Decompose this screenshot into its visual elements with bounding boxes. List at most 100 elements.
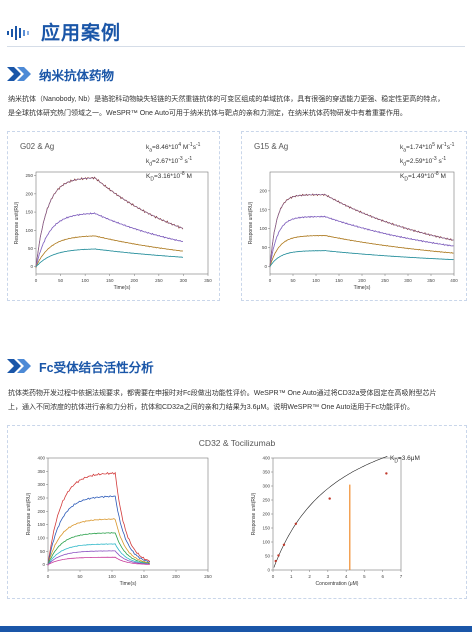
section-body: 抗体类药物开发过程中依据法规要求，都需要在申报时对Fc段做出功能性评价。WeSP…	[8, 387, 466, 415]
plot-frame	[272, 457, 402, 571]
x-tick-label: 300	[404, 278, 412, 283]
data-point	[274, 559, 277, 563]
x-tick-label: 0	[272, 574, 275, 579]
y-tick-label: 350	[37, 469, 45, 474]
x-tick-label: 2	[308, 574, 311, 579]
double-chevron-icon	[7, 67, 31, 81]
title-divider	[7, 46, 465, 47]
y-tick-label: 150	[259, 207, 267, 212]
x-tick-label: 6	[381, 574, 384, 579]
panel-title: G02 & Ag	[20, 142, 55, 151]
y-tick-label: 100	[25, 228, 33, 233]
x-tick-label: 300	[180, 278, 188, 283]
y-tick-label: 200	[25, 191, 33, 196]
data-series-line	[47, 550, 150, 566]
x-tick-label: 100	[108, 574, 116, 579]
x-tick-label: 400	[450, 278, 458, 283]
kinetic-constant: kd=2.59*10-3 s-1	[400, 156, 447, 168]
y-tick-label: 0	[267, 568, 270, 573]
x-tick-label: 7	[400, 574, 403, 579]
page-title: 应用案例	[41, 23, 122, 44]
kinetic-constant: KD=3.6μM	[390, 455, 420, 465]
x-tick-label: 50	[58, 278, 64, 283]
y-tick-label: 300	[37, 482, 45, 487]
kinetic-constants: ka=1.74*105 M-1s-1 kd=2.59*10-3 s-1 KD=1.4…	[400, 141, 454, 184]
x-tick-label: 100	[312, 278, 320, 283]
x-tick-label: 3	[327, 574, 330, 579]
section-title: Fc受体结合活性分析	[39, 361, 154, 375]
footer-bar	[0, 626, 472, 632]
data-point	[328, 497, 331, 500]
fit-curve	[273, 456, 388, 568]
sound-bars-icon	[7, 26, 29, 40]
x-tick-label: 100	[81, 278, 89, 283]
data-series-line	[269, 234, 454, 267]
data-series-line	[47, 518, 150, 565]
y-tick-label: 400	[37, 456, 45, 461]
y-tick-label: 350	[262, 470, 270, 475]
fit-series-line	[35, 213, 183, 267]
y-tick-label: 250	[25, 173, 33, 178]
y-tick-label: 150	[37, 522, 45, 527]
y-axis-label: Response unit(RU)	[14, 201, 20, 244]
x-axis-label: Time(s)	[354, 285, 371, 291]
body-line: 上，通入不同浓度的抗体进行亲和力分析，抗体和CD32a之间的亲和力结果为3.6μ…	[8, 404, 415, 411]
x-tick-label: 0	[35, 278, 38, 283]
panel-title: G15 & Ag	[254, 142, 289, 151]
data-series-line	[35, 235, 183, 268]
x-axis-label: Time(s)	[114, 285, 131, 291]
x-tick-label: 4	[345, 574, 348, 579]
y-tick-label: 150	[262, 526, 270, 531]
y-tick-label: 250	[262, 498, 270, 503]
y-tick-label: 250	[37, 496, 45, 501]
body-line: 是全球抗体研究热门领域之一。WeSPR™ One Auto可用于纳米抗体与靶点的…	[8, 110, 407, 117]
y-tick-label: 0	[30, 264, 33, 269]
x-tick-label: 350	[427, 278, 435, 283]
sensorgram-chart: 0 50 100 150 200 250 300 350 400 0 50 100 150 200 Time…	[248, 171, 458, 291]
kinetic-constants: ka=8.46*104 M-1s-1 kd=2.67*10-3 s-1 KD=3.1…	[146, 141, 200, 184]
section-title: 纳米抗体药物	[39, 69, 115, 83]
data-series-line	[269, 193, 454, 268]
y-tick-label: 0	[42, 562, 45, 567]
fit-series-line	[35, 248, 183, 267]
data-series-line	[47, 471, 151, 566]
data-series-line	[47, 495, 151, 566]
y-tick-label: 100	[37, 536, 45, 541]
y-tick-label: 50	[28, 246, 34, 251]
x-tick-label: 200	[172, 574, 180, 579]
data-point	[385, 472, 388, 475]
affinity-fit-chart: 0 1 2 3 4 5 6 7 0 50 100 150 200 250 300 350 400 Concentr…	[251, 456, 403, 588]
data-series-line	[47, 543, 150, 565]
fit-series-line	[269, 216, 454, 267]
x-tick-label: 0	[47, 574, 50, 579]
data-point	[277, 554, 280, 557]
y-tick-label: 300	[262, 484, 270, 489]
y-tick-label: 100	[262, 540, 270, 545]
kinetic-constant: ka=1.74*105 M-1s-1	[400, 142, 455, 154]
x-tick-label: 150	[106, 278, 114, 283]
data-point	[294, 522, 298, 525]
section-body: 纳米抗体（Nanobody, Nb）是骆驼科动物缺失轻链的天然重链抗体的可变区组…	[8, 93, 466, 121]
x-tick-label: 250	[155, 278, 163, 283]
kinetic-constant: kd=2.67*10-3 s-1	[146, 156, 193, 168]
y-tick-label: 50	[265, 554, 271, 559]
chart-panel-g15: G15 & Ag ka=1.74*105 M-1s-1 kd=2.59*10-3 …	[241, 131, 467, 301]
body-line: 抗体类药物开发过程中依据法规要求，都需要在申报时对Fc段做出功能性评价。WeSP…	[8, 390, 437, 397]
x-tick-label: 5	[363, 574, 366, 579]
chart-panel-g02: G02 & Ag ka=8.46*104 M-1s-1 kd=2.67*10-3 …	[7, 131, 220, 301]
y-axis-label: Response unit(RU)	[248, 201, 254, 244]
y-tick-label: 100	[259, 226, 267, 231]
x-tick-label: 250	[204, 574, 212, 579]
x-tick-label: 350	[204, 278, 212, 283]
fit-series-line	[269, 235, 454, 267]
x-tick-label: 1	[290, 574, 293, 579]
y-axis-label: Response unit(RU)	[251, 492, 257, 535]
fit-series-line	[269, 194, 454, 267]
sensorgram-chart: 0 50 100 150 200 250 0 50 100 150 200 250 300 350 400 T…	[26, 456, 212, 588]
y-tick-label: 200	[262, 512, 270, 517]
x-tick-label: 0	[269, 278, 272, 283]
x-tick-label: 200	[358, 278, 366, 283]
y-tick-label: 400	[262, 456, 270, 461]
y-tick-label: 150	[25, 210, 33, 215]
y-tick-label: 50	[262, 245, 268, 250]
